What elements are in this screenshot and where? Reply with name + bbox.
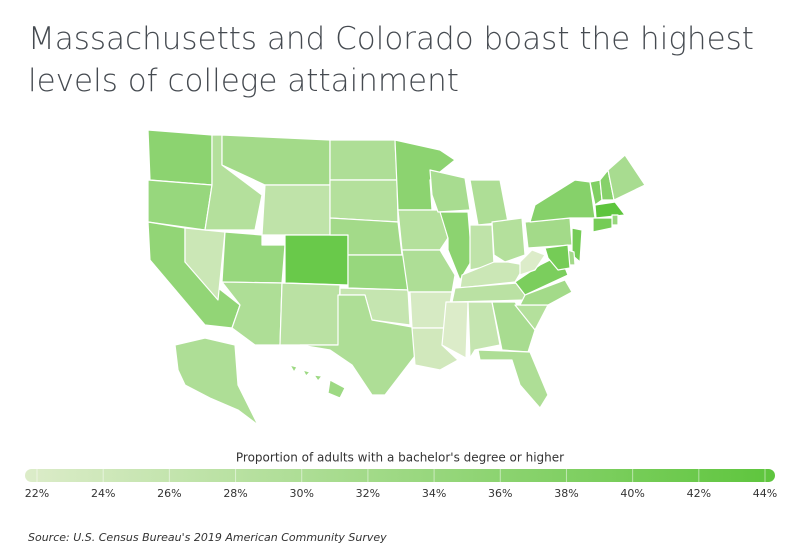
region xyxy=(469,179,509,226)
legend-tick-label: 38% xyxy=(554,487,578,500)
region xyxy=(429,169,471,213)
legend-tick-label: 44% xyxy=(753,487,777,500)
legend-tick-label: 32% xyxy=(356,487,380,500)
legend-tick-label: 34% xyxy=(422,487,446,500)
region xyxy=(491,301,536,353)
legend-tick-label: 36% xyxy=(488,487,512,500)
region xyxy=(147,179,213,231)
region xyxy=(401,249,456,293)
chart-title: Massachusetts and Colorado boast the hig… xyxy=(28,21,754,99)
region xyxy=(491,217,526,263)
region xyxy=(184,227,226,301)
region xyxy=(611,214,619,226)
legend-tick-label: 42% xyxy=(687,487,711,500)
region xyxy=(347,254,409,291)
legend-bar xyxy=(25,469,775,482)
legend-tick-label: 30% xyxy=(290,487,314,500)
source: Source: U.S. Census Bureau's 2019 Americ… xyxy=(28,531,387,544)
legend-tick-label: 28% xyxy=(223,487,247,500)
region xyxy=(174,337,259,426)
legend-tick-label: 22% xyxy=(25,487,49,500)
region xyxy=(329,139,398,181)
region xyxy=(329,179,399,223)
region xyxy=(467,301,501,359)
region xyxy=(397,209,449,251)
region xyxy=(544,244,571,271)
legend-tick-label: 26% xyxy=(157,487,181,500)
region xyxy=(221,231,286,284)
region xyxy=(299,294,419,396)
region xyxy=(279,282,341,346)
region xyxy=(261,184,331,236)
legend-tick-label: 24% xyxy=(91,487,115,500)
region xyxy=(592,217,613,233)
region xyxy=(519,279,573,306)
region xyxy=(524,217,573,249)
region xyxy=(439,211,473,281)
region xyxy=(441,301,469,359)
region xyxy=(594,201,626,219)
region xyxy=(147,129,213,186)
region xyxy=(519,249,546,276)
legend-title: Proportion of adults with a bachelor's d… xyxy=(236,451,564,465)
region xyxy=(477,349,549,409)
region xyxy=(607,154,646,201)
region xyxy=(289,364,346,399)
region xyxy=(284,234,349,286)
region xyxy=(529,179,596,223)
legend-tick-label: 40% xyxy=(620,487,644,500)
